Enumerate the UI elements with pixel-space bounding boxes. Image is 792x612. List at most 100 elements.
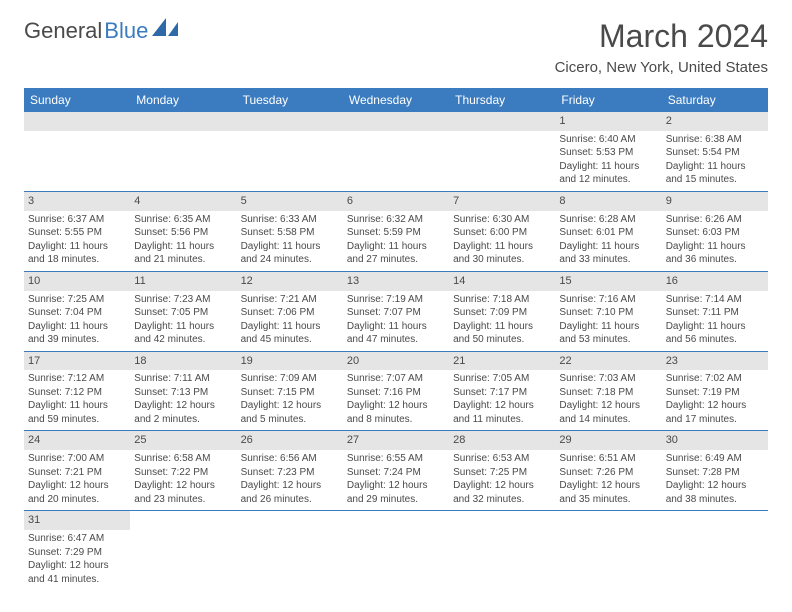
cell-detail: Sunrise: 6:58 AM bbox=[134, 452, 232, 466]
day-number: 19 bbox=[237, 352, 343, 371]
day-number: 15 bbox=[555, 272, 661, 291]
day-number: 21 bbox=[449, 352, 555, 371]
title-block: March 2024 Cicero, New York, United Stat… bbox=[555, 18, 768, 76]
calendar-cell: 18Sunrise: 7:11 AMSunset: 7:13 PMDayligh… bbox=[130, 351, 236, 431]
calendar-cell bbox=[662, 511, 768, 590]
cell-detail: Daylight: 11 hours and 33 minutes. bbox=[559, 240, 657, 267]
day-number: 29 bbox=[555, 431, 661, 450]
calendar-cell bbox=[449, 511, 555, 590]
calendar-cell: 3Sunrise: 6:37 AMSunset: 5:55 PMDaylight… bbox=[24, 191, 130, 271]
calendar-cell: 8Sunrise: 6:28 AMSunset: 6:01 PMDaylight… bbox=[555, 191, 661, 271]
cell-detail: Sunset: 7:21 PM bbox=[28, 466, 126, 480]
cell-detail: Sunrise: 6:51 AM bbox=[559, 452, 657, 466]
calendar-cell bbox=[237, 112, 343, 191]
cell-detail: Sunset: 7:06 PM bbox=[241, 306, 339, 320]
day-header: Wednesday bbox=[343, 88, 449, 112]
cell-detail: Sunrise: 6:49 AM bbox=[666, 452, 764, 466]
cell-detail: Sunrise: 6:47 AM bbox=[28, 532, 126, 546]
day-number: 3 bbox=[24, 192, 130, 211]
day-number: 12 bbox=[237, 272, 343, 291]
calendar-cell: 6Sunrise: 6:32 AMSunset: 5:59 PMDaylight… bbox=[343, 191, 449, 271]
day-number: 24 bbox=[24, 431, 130, 450]
cell-detail: Sunset: 5:55 PM bbox=[28, 226, 126, 240]
day-number: 4 bbox=[130, 192, 236, 211]
cell-detail: Daylight: 11 hours and 18 minutes. bbox=[28, 240, 126, 267]
day-number: 20 bbox=[343, 352, 449, 371]
calendar-cell: 31Sunrise: 6:47 AMSunset: 7:29 PMDayligh… bbox=[24, 511, 130, 590]
cell-detail: Sunrise: 6:38 AM bbox=[666, 133, 764, 147]
cell-detail: Sunrise: 6:55 AM bbox=[347, 452, 445, 466]
day-number: 25 bbox=[130, 431, 236, 450]
day-number: 2 bbox=[662, 112, 768, 131]
cell-detail: Daylight: 12 hours and 32 minutes. bbox=[453, 479, 551, 506]
cell-detail: Daylight: 11 hours and 21 minutes. bbox=[134, 240, 232, 267]
cell-detail: Daylight: 11 hours and 47 minutes. bbox=[347, 320, 445, 347]
day-number: 26 bbox=[237, 431, 343, 450]
cell-detail: Daylight: 12 hours and 41 minutes. bbox=[28, 559, 126, 586]
day-header: Thursday bbox=[449, 88, 555, 112]
day-number: 8 bbox=[555, 192, 661, 211]
cell-detail: Sunset: 7:09 PM bbox=[453, 306, 551, 320]
cell-detail: Sunrise: 6:32 AM bbox=[347, 213, 445, 227]
cell-detail: Sunrise: 6:35 AM bbox=[134, 213, 232, 227]
cell-detail: Sunrise: 7:09 AM bbox=[241, 372, 339, 386]
cell-detail: Sunset: 7:17 PM bbox=[453, 386, 551, 400]
calendar-cell: 21Sunrise: 7:05 AMSunset: 7:17 PMDayligh… bbox=[449, 351, 555, 431]
cell-detail: Daylight: 11 hours and 45 minutes. bbox=[241, 320, 339, 347]
day-number: 16 bbox=[662, 272, 768, 291]
cell-detail: Sunset: 7:11 PM bbox=[666, 306, 764, 320]
calendar-cell: 26Sunrise: 6:56 AMSunset: 7:23 PMDayligh… bbox=[237, 431, 343, 511]
calendar-cell: 23Sunrise: 7:02 AMSunset: 7:19 PMDayligh… bbox=[662, 351, 768, 431]
cell-detail: Daylight: 12 hours and 38 minutes. bbox=[666, 479, 764, 506]
header: GeneralBlue March 2024 Cicero, New York,… bbox=[24, 18, 768, 76]
calendar-cell: 16 Sunrise: 7:14 AMSunset: 7:11 PMDayligh… bbox=[662, 271, 768, 351]
calendar-week: 31Sunrise: 6:47 AMSunset: 7:29 PMDayligh… bbox=[24, 511, 768, 590]
calendar-cell: 2Sunrise: 6:38 AMSunset: 5:54 PMDaylight… bbox=[662, 112, 768, 191]
cell-detail: Daylight: 12 hours and 11 minutes. bbox=[453, 399, 551, 426]
cell-detail: Sunset: 6:00 PM bbox=[453, 226, 551, 240]
cell-detail: Sunrise: 7:07 AM bbox=[347, 372, 445, 386]
cell-detail: Sunset: 5:56 PM bbox=[134, 226, 232, 240]
day-header: Friday bbox=[555, 88, 661, 112]
logo: GeneralBlue bbox=[24, 18, 180, 44]
cell-detail: Sunset: 5:59 PM bbox=[347, 226, 445, 240]
day-number: 17 bbox=[24, 352, 130, 371]
calendar-cell: 15Sunrise: 7:16 AMSunset: 7:10 PMDayligh… bbox=[555, 271, 661, 351]
cell-detail: Sunrise: 7:00 AM bbox=[28, 452, 126, 466]
cell-detail: Daylight: 11 hours and 59 minutes. bbox=[28, 399, 126, 426]
location-label: Cicero, New York, United States bbox=[555, 59, 768, 76]
cell-detail: Sunrise: 7:12 AM bbox=[28, 372, 126, 386]
day-number bbox=[449, 112, 555, 131]
cell-detail: Daylight: 12 hours and 35 minutes. bbox=[559, 479, 657, 506]
day-header: Tuesday bbox=[237, 88, 343, 112]
calendar-week: 3Sunrise: 6:37 AMSunset: 5:55 PMDaylight… bbox=[24, 191, 768, 271]
cell-detail: Sunrise: 7:02 AM bbox=[666, 372, 764, 386]
day-number bbox=[237, 112, 343, 131]
calendar-week: 24 Sunrise: 7:00 AMSunset: 7:21 PM Dayligh… bbox=[24, 431, 768, 511]
cell-detail: Sunrise: 7:11 AM bbox=[134, 372, 232, 386]
day-number: 10 bbox=[24, 272, 130, 291]
calendar-cell: 12Sunrise: 7:21 AMSunset: 7:06 PMDayligh… bbox=[237, 271, 343, 351]
cell-detail: Sunrise: 6:53 AM bbox=[453, 452, 551, 466]
cell-detail: Sunrise: 7:14 AM bbox=[666, 293, 764, 307]
cell-detail: Daylight: 12 hours and 17 minutes. bbox=[666, 399, 764, 426]
calendar-cell: 4 Sunrise: 6:35 AMSunset: 5:56 PMDaylight… bbox=[130, 191, 236, 271]
cell-detail: Sunset: 7:25 PM bbox=[453, 466, 551, 480]
calendar-cell: 1Sunrise: 6:40 AMSunset: 5:53 PMDaylight… bbox=[555, 112, 661, 191]
cell-detail: Sunset: 7:05 PM bbox=[134, 306, 232, 320]
day-number: 11 bbox=[130, 272, 236, 291]
cell-detail: Sunset: 7:18 PM bbox=[559, 386, 657, 400]
cell-detail: Sunset: 7:28 PM bbox=[666, 466, 764, 480]
cell-detail: Sunset: 7:10 PM bbox=[559, 306, 657, 320]
cell-detail: Daylight: 11 hours and 56 minutes. bbox=[666, 320, 764, 347]
cell-detail: Daylight: 11 hours and 36 minutes. bbox=[666, 240, 764, 267]
day-number: 14 bbox=[449, 272, 555, 291]
calendar-week: 17Sunrise: 7:12 AMSunset: 7:12 PMDayligh… bbox=[24, 351, 768, 431]
cell-detail: Sunset: 7:04 PM bbox=[28, 306, 126, 320]
calendar-cell: 14Sunrise: 7:18 AMSunset: 7:09 PMDayligh… bbox=[449, 271, 555, 351]
calendar-cell: 11Sunrise: 7:23 AMSunset: 7:05 PMDayligh… bbox=[130, 271, 236, 351]
calendar-cell bbox=[24, 112, 130, 191]
calendar-cell bbox=[555, 511, 661, 590]
cell-detail: Sunrise: 7:03 AM bbox=[559, 372, 657, 386]
cell-detail: Sunset: 7:26 PM bbox=[559, 466, 657, 480]
